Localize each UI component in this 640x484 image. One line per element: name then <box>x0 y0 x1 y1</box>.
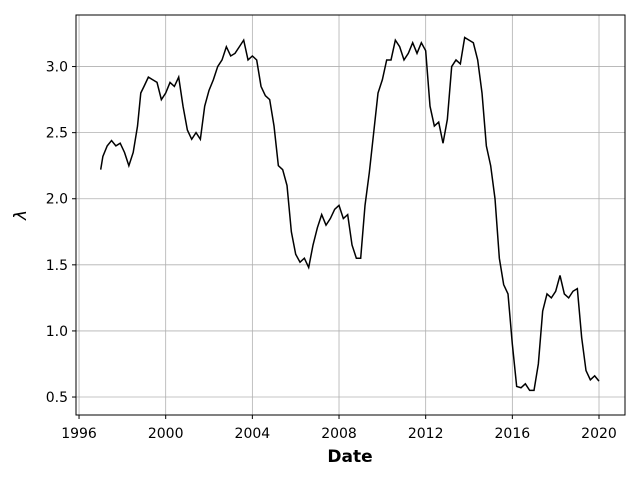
y-tick-label: 0.5 <box>46 390 68 406</box>
x-tick-label: 2008 <box>321 426 357 442</box>
y-tick-label: 3.0 <box>46 60 68 76</box>
x-tick-label: 2020 <box>581 426 617 442</box>
y-tick-label: 2.0 <box>46 192 68 208</box>
x-tick-label: 2012 <box>408 426 444 442</box>
x-tick-label: 2004 <box>235 426 271 442</box>
y-tick-label: 1.0 <box>46 324 68 340</box>
x-tick-label: 2000 <box>148 426 184 442</box>
y-tick-label: 2.5 <box>46 126 68 142</box>
y-tick-label: 1.5 <box>46 258 68 274</box>
x-axis-label: Date <box>327 447 372 467</box>
x-tick-label: 2016 <box>495 426 531 442</box>
y-axis-label: λ <box>11 210 31 221</box>
data-line <box>99 36 600 392</box>
x-tick-label: 1996 <box>61 426 97 442</box>
plot-frame <box>75 14 626 416</box>
